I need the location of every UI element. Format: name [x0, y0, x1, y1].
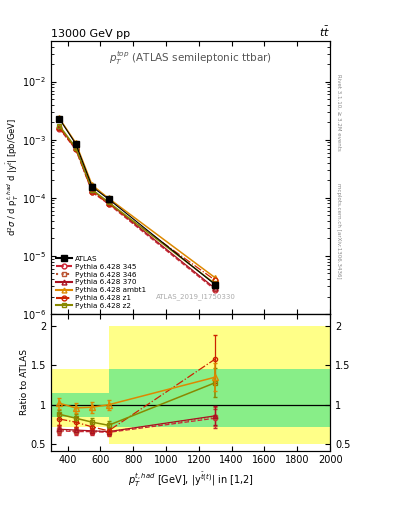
Text: $t\bar{t}$: $t\bar{t}$ — [319, 25, 330, 39]
Text: ATLAS_2019_I1750330: ATLAS_2019_I1750330 — [156, 293, 236, 301]
Legend: ATLAS, Pythia 6.428 345, Pythia 6.428 346, Pythia 6.428 370, Pythia 6.428 ambt1,: ATLAS, Pythia 6.428 345, Pythia 6.428 34… — [53, 253, 149, 312]
Bar — [108, 326, 330, 444]
Bar — [51, 369, 108, 427]
Y-axis label: d$^2\sigma$ / d p$_T^{t,had}$ d |y$^{\bar{t}}$| [pb/GeV]: d$^2\sigma$ / d p$_T^{t,had}$ d |y$^{\ba… — [4, 118, 21, 237]
Bar — [108, 369, 330, 427]
Text: 13000 GeV pp: 13000 GeV pp — [51, 29, 130, 39]
Bar — [51, 393, 108, 417]
Text: mcplots.cern.ch [arXiv:1306.3436]: mcplots.cern.ch [arXiv:1306.3436] — [336, 183, 341, 278]
Y-axis label: Ratio to ATLAS: Ratio to ATLAS — [20, 349, 29, 415]
Text: $p_T^{top}$ (ATLAS semileptonic ttbar): $p_T^{top}$ (ATLAS semileptonic ttbar) — [109, 49, 272, 67]
X-axis label: $p_T^{t,had}$ [GeV], |y$^{\bar{t}(t)}$| in [1,2]: $p_T^{t,had}$ [GeV], |y$^{\bar{t}(t)}$| … — [128, 471, 253, 489]
Text: Rivet 3.1.10, ≥ 3.2M events: Rivet 3.1.10, ≥ 3.2M events — [336, 74, 341, 151]
